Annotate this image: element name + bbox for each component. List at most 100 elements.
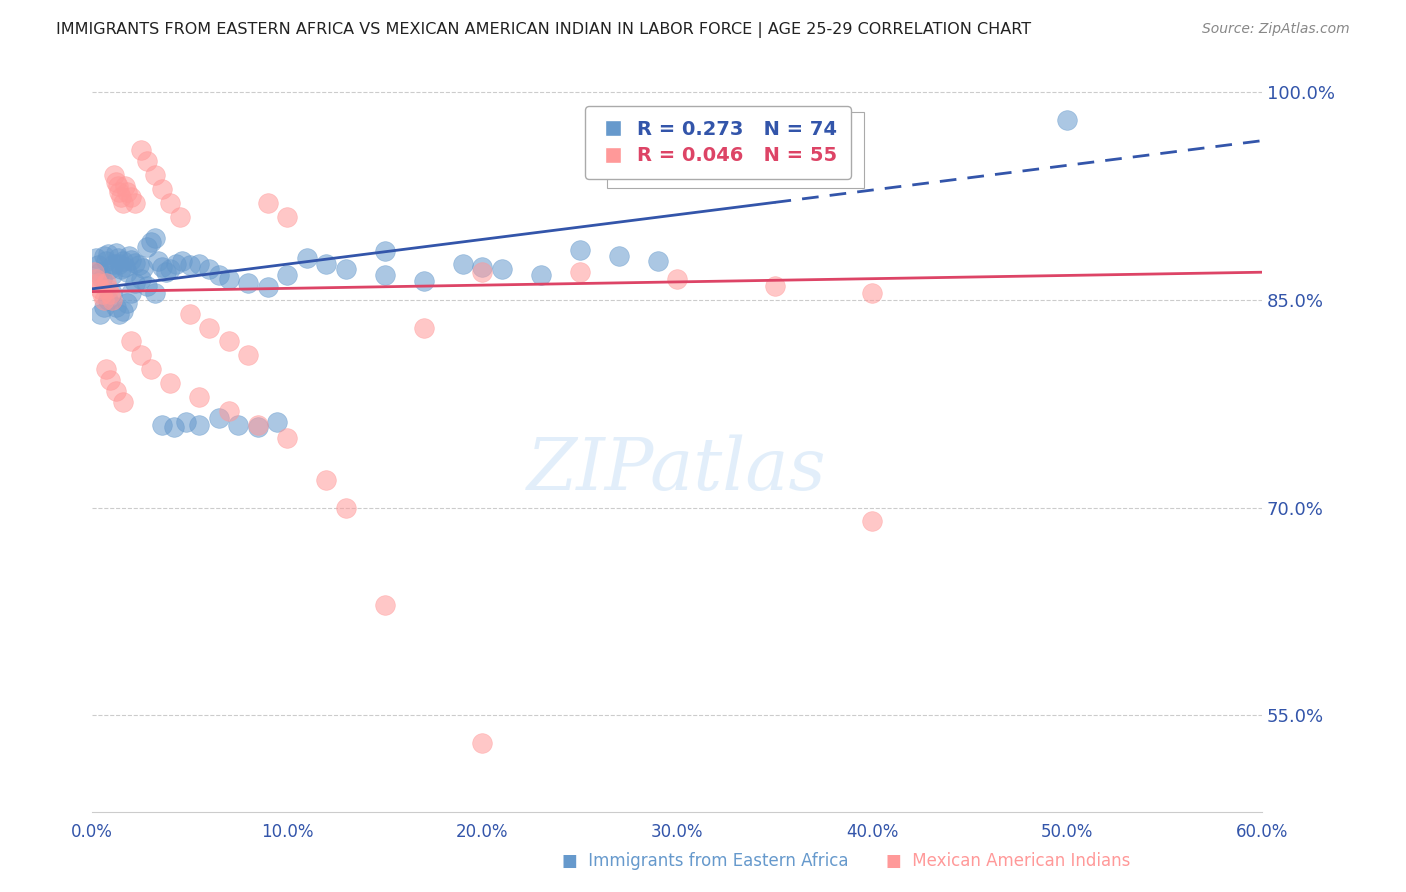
Mexican American Indians [236,348,259,362]
Mexican American Indians [129,144,152,158]
Immigrants from Eastern Africa [150,417,173,432]
Mexican American Indians [139,362,162,376]
Immigrants from Eastern Africa [120,252,142,267]
Immigrants from Eastern Africa [110,262,132,277]
Immigrants from Eastern Africa [143,285,166,300]
Mexican American Indians [860,285,883,300]
Immigrants from Eastern Africa [236,277,259,291]
Mexican American Indians [276,431,298,445]
Mexican American Indians [179,307,201,321]
Immigrants from Eastern Africa [87,258,110,272]
Mexican American Indians [471,265,494,279]
Immigrants from Eastern Africa [208,410,231,425]
Immigrants from Eastern Africa [159,262,181,277]
Immigrants from Eastern Africa [471,260,494,274]
Mexican American Indians [97,282,120,296]
Immigrants from Eastern Africa [103,257,125,271]
Immigrants from Eastern Africa [129,272,152,286]
Immigrants from Eastern Africa [228,417,250,432]
Immigrants from Eastern Africa [100,285,122,300]
Mexican American Indians [114,179,136,194]
Immigrants from Eastern Africa [374,244,396,259]
Immigrants from Eastern Africa [256,280,278,294]
Mexican American Indians [198,320,221,334]
Mexican American Indians [124,196,146,211]
Immigrants from Eastern Africa [491,262,513,277]
Immigrants from Eastern Africa [188,417,211,432]
Mexican American Indians [169,210,191,224]
Mexican American Indians [100,293,122,307]
Immigrants from Eastern Africa [1056,112,1078,127]
Immigrants from Eastern Africa [139,235,162,249]
Immigrants from Eastern Africa [124,277,146,291]
Mexican American Indians [112,395,135,409]
Immigrants from Eastern Africa [150,260,173,274]
Immigrants from Eastern Africa [165,257,187,271]
Immigrants from Eastern Africa [90,272,112,286]
Mexican American Indians [335,500,357,515]
Immigrants from Eastern Africa [529,268,551,282]
Immigrants from Eastern Africa [117,295,139,310]
Immigrants from Eastern Africa [170,254,193,268]
Mexican American Indians [93,293,115,307]
Mexican American Indians [103,169,125,183]
Mexican American Indians [90,287,112,301]
Immigrants from Eastern Africa [89,265,111,279]
Immigrants from Eastern Africa [607,249,630,263]
Mexican American Indians [763,279,786,293]
Mexican American Indians [112,196,135,211]
Immigrants from Eastern Africa [246,420,269,434]
Mexican American Indians [150,182,173,196]
Mexican American Indians [117,185,139,199]
Immigrants from Eastern Africa [94,254,117,268]
Immigrants from Eastern Africa [451,257,474,271]
Bar [607,112,865,187]
Immigrants from Eastern Africa [128,258,150,272]
Legend: R = 0.273   N = 74, R = 0.046   N = 55: R = 0.273 N = 74, R = 0.046 N = 55 [585,106,851,179]
Mexican American Indians [276,210,298,224]
Mexican American Indians [135,154,157,169]
Text: ■  Immigrants from Eastern Africa: ■ Immigrants from Eastern Africa [562,852,849,870]
Immigrants from Eastern Africa [108,257,131,271]
Immigrants from Eastern Africa [198,262,221,277]
Immigrants from Eastern Africa [148,254,170,268]
Immigrants from Eastern Africa [97,247,120,261]
Immigrants from Eastern Africa [107,252,129,266]
Mexican American Indians [218,403,240,417]
Immigrants from Eastern Africa [143,230,166,244]
Text: IMMIGRANTS FROM EASTERN AFRICA VS MEXICAN AMERICAN INDIAN IN LABOR FORCE | AGE 2: IMMIGRANTS FROM EASTERN AFRICA VS MEXICA… [56,22,1032,38]
Immigrants from Eastern Africa [124,255,146,269]
Immigrants from Eastern Africa [208,268,231,282]
Immigrants from Eastern Africa [84,252,107,266]
Mexican American Indians [568,265,591,279]
Immigrants from Eastern Africa [374,268,396,282]
Mexican American Indians [120,334,142,349]
Mexican American Indians [98,287,121,301]
Immigrants from Eastern Africa [188,257,211,271]
Immigrants from Eastern Africa [412,273,434,287]
Mexican American Indians [98,373,121,387]
Immigrants from Eastern Africa [118,249,141,263]
Text: ZIPatlas: ZIPatlas [527,434,827,505]
Immigrants from Eastern Africa [120,285,142,300]
Mexican American Indians [87,277,110,291]
Mexican American Indians [104,384,127,399]
Immigrants from Eastern Africa [104,245,127,260]
Immigrants from Eastern Africa [135,279,157,293]
Mexican American Indians [412,320,434,334]
Mexican American Indians [84,272,107,286]
Immigrants from Eastern Africa [276,268,298,282]
Immigrants from Eastern Africa [266,415,288,429]
Immigrants from Eastern Africa [89,307,111,321]
Immigrants from Eastern Africa [135,240,157,254]
Text: Source: ZipAtlas.com: Source: ZipAtlas.com [1202,22,1350,37]
Immigrants from Eastern Africa [93,249,115,263]
Immigrants from Eastern Africa [117,265,139,279]
Immigrants from Eastern Africa [335,262,357,277]
Immigrants from Eastern Africa [98,262,121,277]
Immigrants from Eastern Africa [315,257,337,271]
Mexican American Indians [89,282,111,296]
Mexican American Indians [246,417,269,432]
Immigrants from Eastern Africa [104,300,127,314]
Immigrants from Eastern Africa [97,293,120,307]
